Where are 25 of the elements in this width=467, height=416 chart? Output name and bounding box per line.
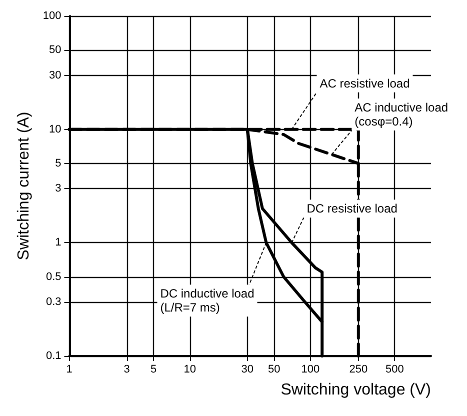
x-axis-title: Switching voltage (V) [280,382,431,398]
y-tick-label: 50 [49,44,62,56]
x-tick-label: 500 [386,364,404,376]
annotation: DC inductive load (L/R=7 ms) [160,286,254,315]
x-tick-label: 250 [349,364,368,376]
annotation: DC resistive load [306,202,398,216]
y-tick-label: 5 [55,157,62,170]
x-tick-label: 50 [268,364,280,376]
y-tick-label: 1 [55,236,62,249]
annotation: AC inductive load (cosφ=0.4) [354,100,448,128]
y-tick-label: 0.1 [46,350,62,362]
annotation: AC resistive load [320,76,410,90]
y-tick-label: 30 [49,69,62,82]
y-tick-label: 100 [42,10,62,22]
y-tick-label: 0.5 [46,270,62,283]
y-tick-label: 3 [55,182,62,195]
x-tick-label: 5 [150,364,157,376]
x-tick-label: 3 [124,364,130,376]
y-axis-title: Switching current (A) [16,112,32,260]
x-tick-label: 30 [241,364,254,376]
x-tick-label: 100 [301,364,320,376]
x-tick-label: 10 [184,364,196,376]
x-tick-label: 1 [66,364,72,376]
y-tick-label: 0.3 [46,296,62,308]
y-tick-label: 10 [49,123,62,136]
